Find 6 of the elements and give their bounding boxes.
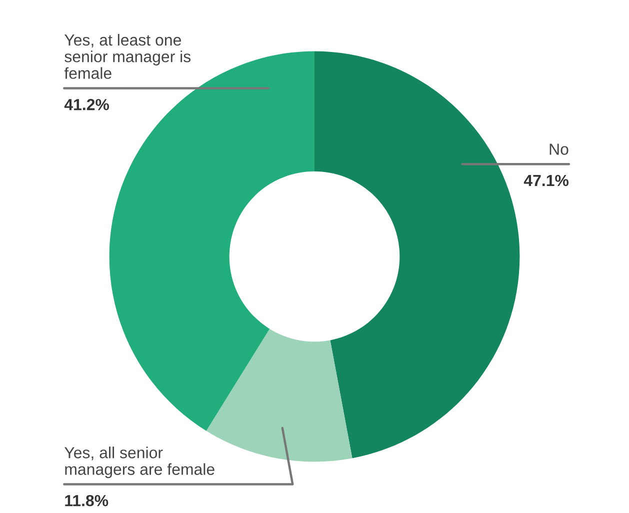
data-label: 47.1% — [524, 174, 569, 186]
data-label: 41.2% — [64, 98, 110, 110]
data-label: 11.8% — [65, 494, 108, 506]
slice-label: No — [550, 144, 568, 155]
slice-label: Yes, at least one senior manager is female — [64, 34, 191, 79]
slice-label: Yes, all senior managers are female — [64, 446, 214, 478]
